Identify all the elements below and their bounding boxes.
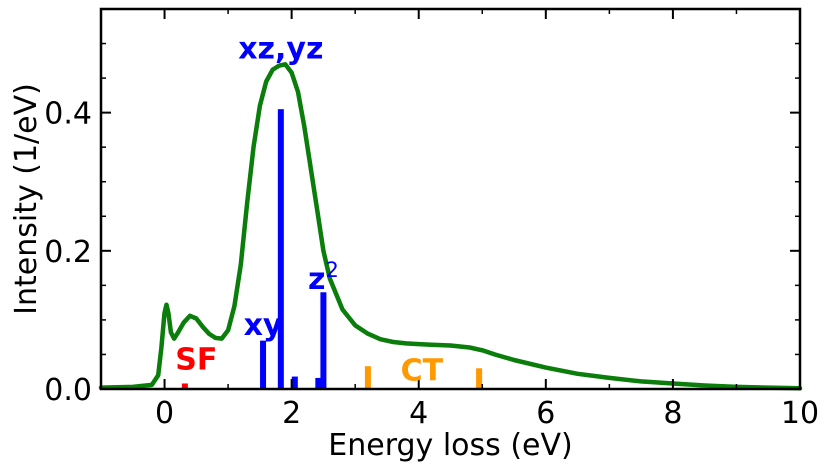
plot-frame (99, 7, 802, 391)
stick-bar-z2 (315, 377, 322, 389)
x-tick-label: 2 (282, 396, 301, 431)
spectrum-line (98, 62, 803, 391)
stick-bar-xzyz (277, 109, 284, 389)
annotation-ct: CT (401, 354, 444, 389)
x-tick-label: 8 (663, 396, 682, 431)
annotation-sf: SF (175, 343, 217, 378)
x-tick-label: 4 (409, 396, 428, 431)
x-tick-label: 0 (155, 396, 174, 431)
x-tick-label: 10 (781, 396, 819, 431)
x-axis-label: Energy loss (eV) (328, 428, 572, 463)
stick-bar-ct (364, 366, 371, 389)
stick-bar-ct (476, 368, 483, 389)
stick-bar-sf (181, 383, 188, 389)
y-tick-label: 0.4 (44, 97, 92, 132)
y-tick-label: 0.0 (44, 373, 92, 408)
y-tick-label: 0.2 (44, 235, 92, 270)
annotation-xy: xy (244, 308, 283, 343)
y-axis-label: Intensity (1/eV) (9, 83, 44, 315)
stick-bar-z2 (320, 292, 327, 389)
x-tick-label: 6 (536, 396, 555, 431)
annotation-xzyz: xz,yz (238, 32, 323, 67)
stick-bar-xzyz (291, 376, 298, 389)
stick-bar-xy (260, 340, 267, 389)
